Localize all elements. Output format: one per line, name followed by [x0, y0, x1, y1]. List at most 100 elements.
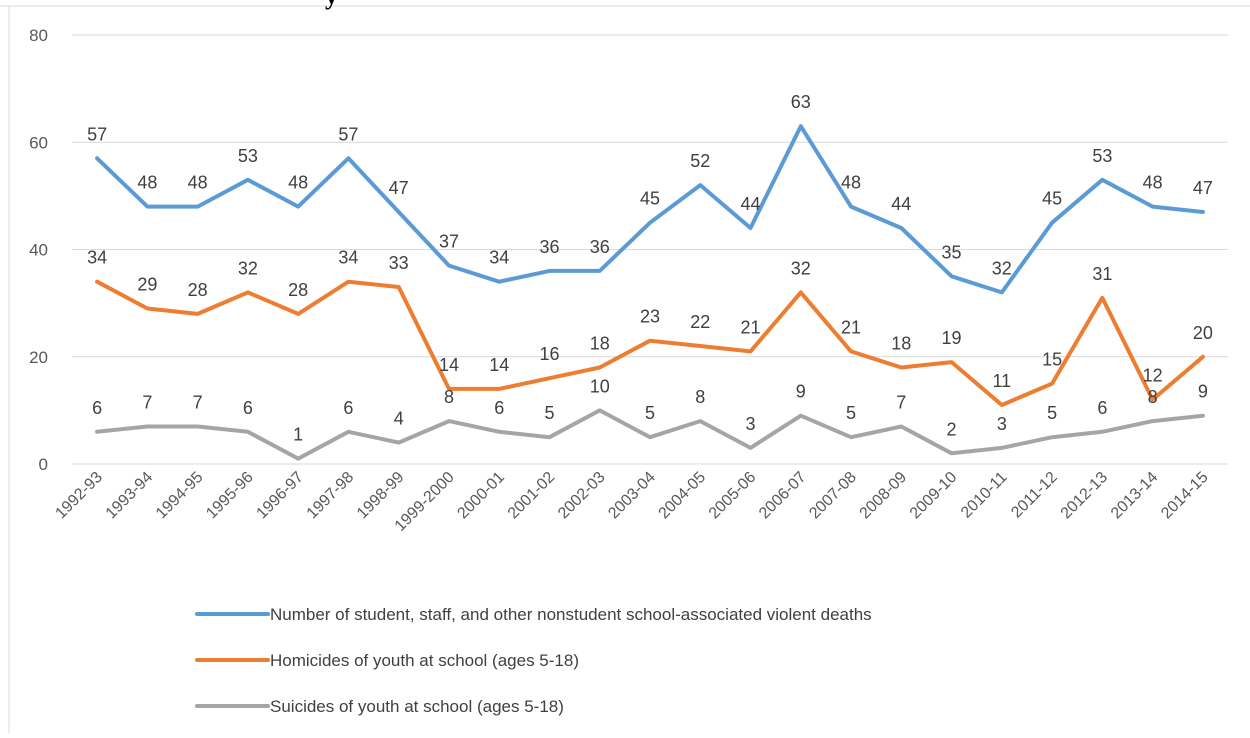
x-tick-label: 2005-06: [706, 469, 760, 523]
data-label: 48: [188, 173, 208, 193]
data-label: 47: [389, 178, 409, 198]
y-tick-label: 20: [29, 348, 48, 367]
data-label: 15: [1042, 350, 1062, 370]
x-tick-label: 2012-13: [1058, 469, 1112, 523]
data-label: 36: [590, 237, 610, 257]
x-tick-label: 2002-03: [555, 469, 609, 523]
data-label: 23: [640, 307, 660, 327]
x-tick-label: 1995-96: [203, 469, 257, 523]
data-label: 35: [942, 242, 962, 262]
data-label: 8: [1148, 387, 1158, 407]
data-label: 6: [343, 398, 353, 418]
series-lines: [95, 124, 1205, 461]
data-label: 20: [1193, 323, 1213, 343]
data-label: 34: [489, 248, 509, 268]
data-label: 63: [791, 92, 811, 112]
series-line-3: [95, 408, 1205, 461]
data-label: 44: [891, 194, 911, 214]
x-tick-label: 2011-12: [1008, 469, 1061, 522]
data-label: 52: [690, 151, 710, 171]
data-label: 32: [992, 258, 1012, 278]
data-label: 21: [741, 317, 761, 337]
series-line-2: [95, 279, 1205, 407]
data-label: 5: [544, 403, 554, 423]
data-label: 14: [439, 355, 459, 375]
data-label: 57: [87, 124, 107, 144]
y-tick-label: 40: [29, 241, 48, 260]
data-label: 8: [695, 387, 705, 407]
data-label: 3: [997, 414, 1007, 434]
data-label: 18: [590, 333, 610, 353]
data-label: 33: [389, 253, 409, 273]
data-label: 28: [188, 280, 208, 300]
data-label: 36: [539, 237, 559, 257]
data-label: 34: [87, 248, 107, 268]
data-label: 32: [791, 258, 811, 278]
data-label: 5: [1047, 403, 1057, 423]
data-label: 22: [690, 312, 710, 332]
data-label: 57: [338, 124, 358, 144]
x-tick-label: 2014-15: [1158, 469, 1212, 523]
data-label: 18: [891, 333, 911, 353]
data-label: 7: [896, 392, 906, 412]
x-axis-ticks: 1992-931993-941994-951995-961996-971997-…: [52, 469, 1211, 535]
y-tick-label: 60: [29, 133, 48, 152]
data-label: 44: [741, 194, 761, 214]
x-tick-label: 2006-07: [756, 469, 810, 523]
data-label: 3: [746, 414, 756, 434]
data-label: 5: [846, 403, 856, 423]
x-tick-label: 1994-95: [153, 469, 207, 523]
x-tick-label: 1993-94: [103, 469, 157, 523]
data-label: 4: [394, 409, 404, 429]
data-label: 7: [142, 392, 152, 412]
x-tick-label: 2001-02: [505, 469, 559, 523]
y-tick-label: 80: [29, 26, 48, 45]
legend-label-2: Homicides of youth at school (ages 5-18): [270, 651, 579, 670]
x-tick-label: 2000-01: [455, 469, 509, 523]
data-label: 48: [1143, 173, 1163, 193]
data-label: 48: [288, 173, 308, 193]
data-label: 48: [137, 173, 157, 193]
data-label: 9: [796, 382, 806, 402]
data-label: 32: [238, 258, 258, 278]
x-tick-label: 2010-11: [958, 469, 1011, 522]
data-label: 6: [92, 398, 102, 418]
data-label: 28: [288, 280, 308, 300]
legend-label-3: Suicides of youth at school (ages 5-18): [270, 697, 564, 716]
x-tick-label: 1992-93: [52, 469, 106, 523]
series-line-1: [95, 124, 1205, 295]
data-label: 53: [238, 146, 258, 166]
data-label: 6: [243, 398, 253, 418]
data-label: 47: [1193, 178, 1213, 198]
data-label: 12: [1143, 366, 1163, 386]
data-label: 6: [494, 398, 504, 418]
data-label: 8: [444, 387, 454, 407]
data-label: 16: [539, 344, 559, 364]
data-label: 53: [1092, 146, 1112, 166]
x-tick-label: 2004-05: [656, 469, 710, 523]
data-label: 6: [1097, 398, 1107, 418]
data-label: 45: [640, 189, 660, 209]
data-label: 9: [1198, 382, 1208, 402]
data-label: 21: [841, 317, 861, 337]
data-label: 31: [1092, 264, 1112, 284]
data-label: 34: [338, 248, 358, 268]
chart-title-fragment: y: [325, 0, 338, 10]
y-axis-ticks: 0 20 40 60 80: [29, 26, 48, 474]
legend: Number of student, staff, and other nons…: [195, 605, 872, 716]
data-label: 2: [947, 419, 957, 439]
data-label: 11: [992, 371, 1011, 391]
x-tick-label: 2003-04: [605, 469, 659, 523]
x-tick-label: 2008-09: [857, 469, 911, 523]
x-tick-label: 2013-14: [1108, 469, 1162, 523]
x-tick-label: 1996-97: [253, 469, 307, 523]
data-label: 14: [489, 355, 509, 375]
data-label: 1: [293, 425, 303, 445]
data-label: 37: [439, 232, 459, 252]
x-tick-label: 2007-08: [806, 469, 860, 523]
data-label: 48: [841, 173, 861, 193]
data-label: 45: [1042, 189, 1062, 209]
data-label: 5: [645, 403, 655, 423]
data-label: 19: [942, 328, 962, 348]
